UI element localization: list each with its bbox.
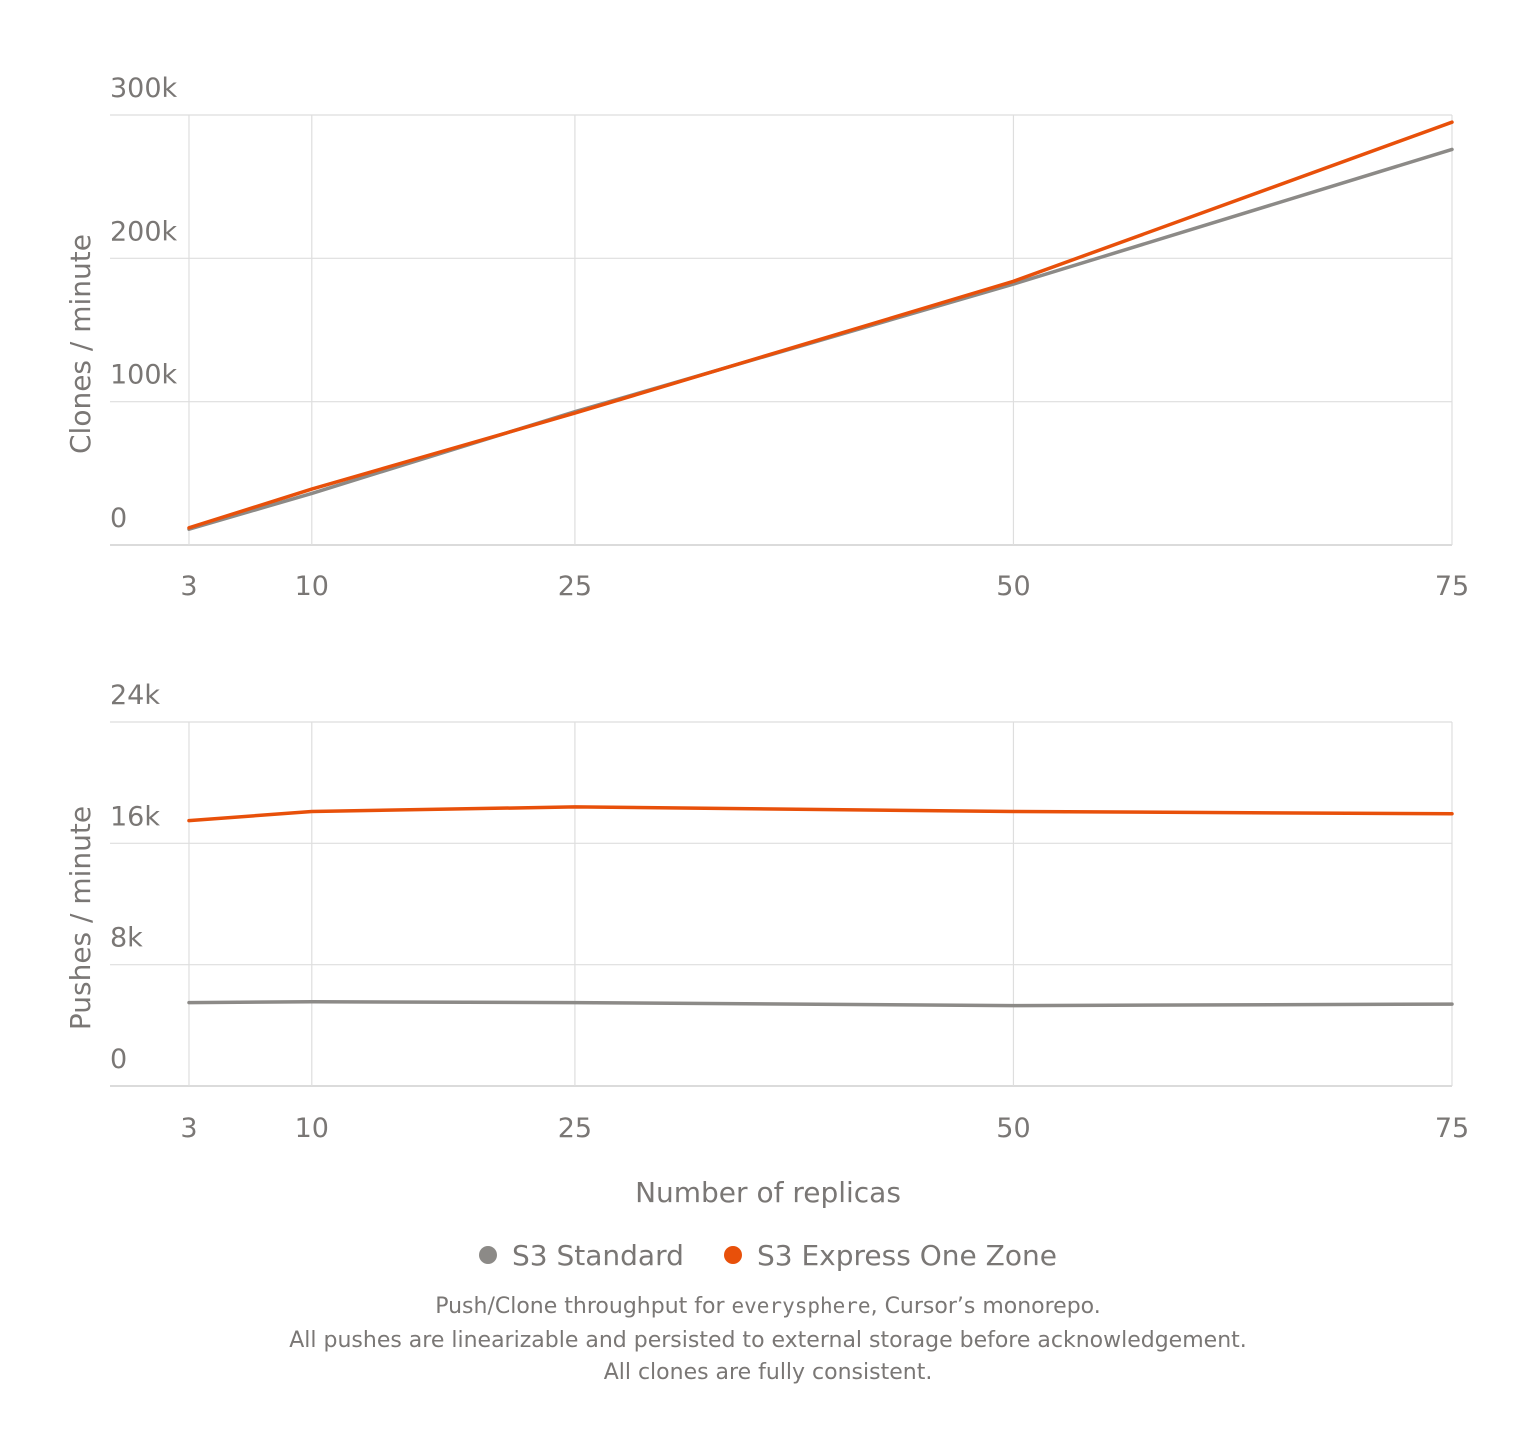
clones-y-axis-title: Clones / minute <box>64 234 97 454</box>
pushes-y-tick-label: 24k <box>110 680 160 711</box>
caption-repo-name: everysphere <box>731 1294 871 1318</box>
clones-x-tick-label: 50 <box>996 571 1030 602</box>
pushes-x-tick-label: 10 <box>295 1113 329 1144</box>
caption-line-3: All clones are fully consistent. <box>603 1360 933 1385</box>
pushes-y-tick-label: 16k <box>110 801 160 832</box>
clones-series-s3-express-one-zone-line <box>187 120 1454 530</box>
pushes-x-tick-label: 3 <box>180 1113 197 1144</box>
pushes-x-tick-label: 25 <box>558 1113 592 1144</box>
clones-x-tick-label: 3 <box>180 571 197 602</box>
legend-label-1: S3 Express One Zone <box>757 1239 1057 1272</box>
clones-x-tick-label: 25 <box>558 571 592 602</box>
pushes-x-tick-label: 75 <box>1435 1113 1469 1144</box>
caption-line-2: All pushes are linearizable and persiste… <box>289 1328 1247 1353</box>
caption-line-1-prefix: Push/Clone throughput for <box>435 1294 732 1319</box>
caption-line-1: Push/Clone throughput for everysphere, C… <box>0 1289 1536 1324</box>
clones-y-tick-label: 0 <box>110 503 127 534</box>
legend-swatch-0 <box>479 1246 497 1264</box>
pushes-y-tick-label: 0 <box>110 1044 127 1075</box>
pushes-series-s3-express-one-zone-line <box>187 805 1454 823</box>
clones-y-tick-label: 100k <box>110 360 178 391</box>
pushes-series-s3-standard-line <box>187 1000 1454 1008</box>
clones-x-tick-label: 75 <box>1435 571 1469 602</box>
pushes-y-tick-label: 8k <box>110 923 143 954</box>
clones-y-tick-label: 300k <box>110 73 178 104</box>
legend-label-0: S3 Standard <box>512 1239 684 1272</box>
pushes-y-axis-title: Pushes / minute <box>64 806 97 1030</box>
caption-line-1-suffix: , Cursor’s monorepo. <box>870 1294 1101 1319</box>
pushes-x-axis-title: Number of replicas <box>635 1176 901 1209</box>
legend-swatch-1 <box>724 1246 742 1264</box>
clones-x-tick-label: 10 <box>295 571 329 602</box>
pushes-x-tick-label: 50 <box>996 1113 1030 1144</box>
clones-y-tick-label: 200k <box>110 216 178 247</box>
